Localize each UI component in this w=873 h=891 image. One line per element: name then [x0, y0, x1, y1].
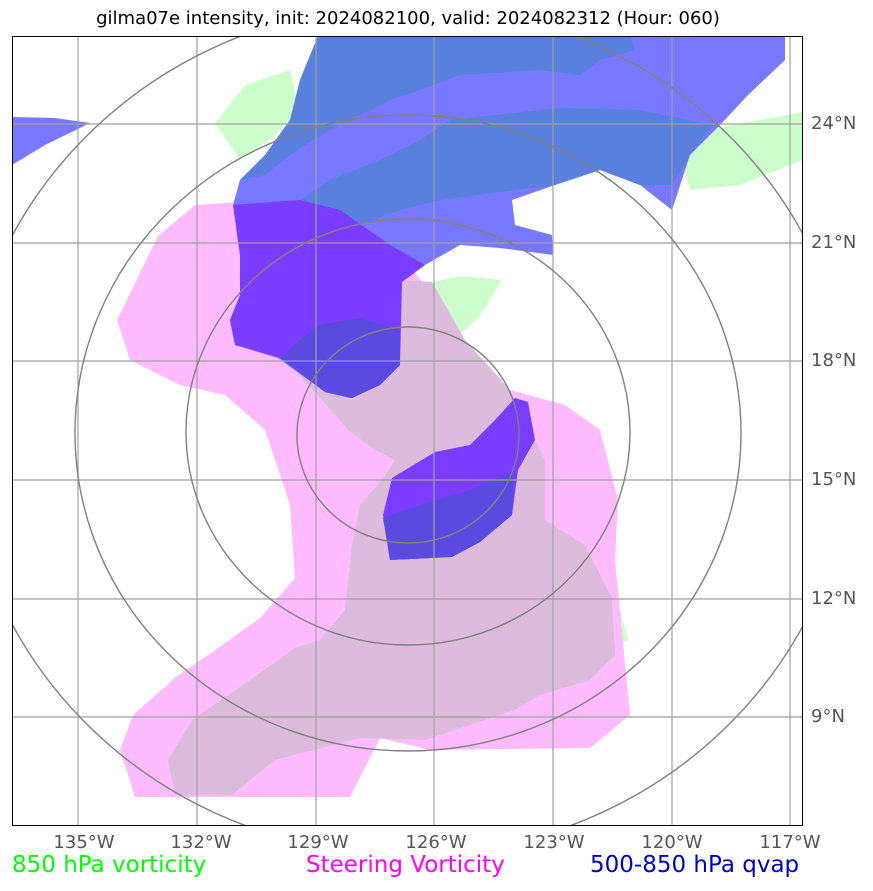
lat-label: 21°N [811, 232, 856, 253]
lat-label: 9°N [811, 706, 845, 727]
lon-label: 132°W [170, 832, 231, 853]
lon-label: 123°W [523, 832, 584, 853]
lat-label: 18°N [811, 350, 856, 371]
legend-steering-vorticity: Steering Vorticity [306, 852, 505, 878]
lon-label: 120°W [641, 832, 702, 853]
lon-label: 117°W [759, 832, 820, 853]
lat-label: 15°N [811, 469, 856, 490]
lat-label: 12°N [811, 588, 856, 609]
lon-label: 135°W [53, 832, 114, 853]
lat-label: 24°N [811, 113, 856, 134]
legend-qvap: 500-850 hPa qvap [590, 852, 799, 878]
map-frame [12, 36, 803, 826]
lon-label: 126°W [405, 832, 466, 853]
lon-label: 129°W [287, 832, 348, 853]
legend-vorticity-850: 850 hPa vorticity [12, 852, 206, 878]
